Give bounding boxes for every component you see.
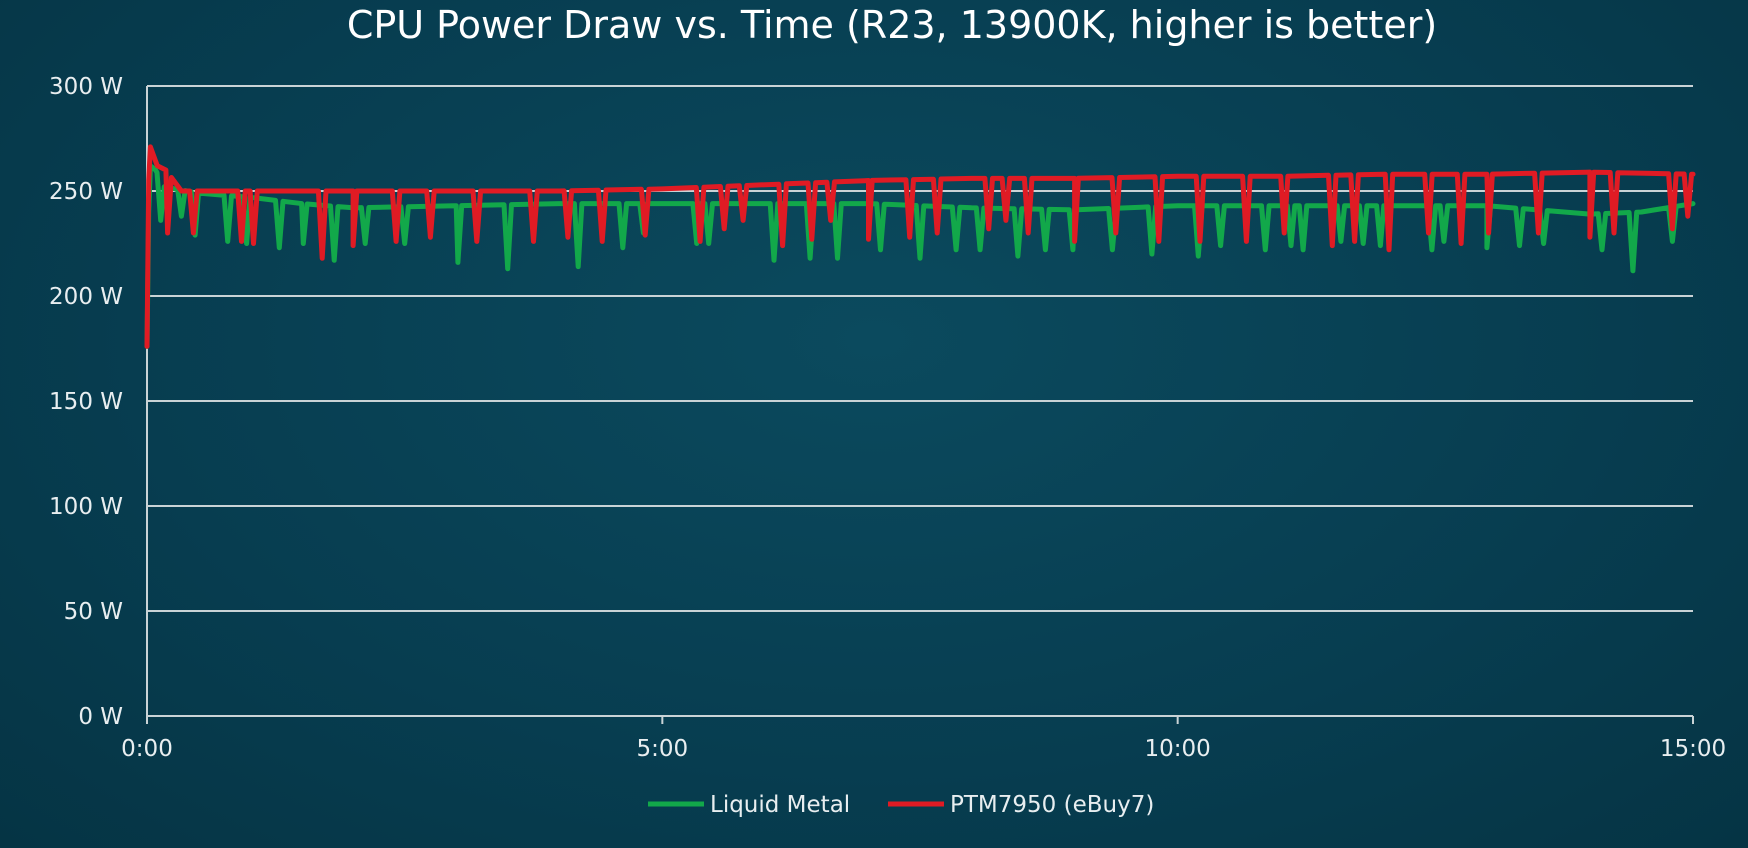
x-tick-label: 15:00 [1660, 736, 1726, 762]
x-tick-label: 10:00 [1145, 736, 1211, 762]
x-tick-label: 5:00 [637, 736, 689, 762]
y-tick-label: 250 W [49, 179, 123, 205]
legend-label: Liquid Metal [710, 792, 850, 818]
series-line-ptm7950 [144, 144, 1696, 349]
gridlines [147, 85, 1693, 612]
y-tick-label: 0 W [78, 704, 123, 730]
y-tick-label: 300 W [49, 74, 123, 100]
legend-label: PTM7950 (eBuy7) [950, 792, 1154, 818]
y-tick-label: 50 W [64, 599, 123, 625]
y-tick-label: 150 W [49, 389, 123, 415]
y-tick-label: 100 W [49, 494, 123, 520]
series-lines [144, 144, 1696, 349]
chart-title: CPU Power Draw vs. Time (R23, 13900K, hi… [347, 3, 1437, 47]
x-tick-label: 0:00 [121, 736, 173, 762]
series-line-liquid-metal [144, 163, 1696, 349]
axes: 0 W 50 W 100 W 150 W 200 W 250 W 300 W 0:00 5:00… [49, 74, 1726, 762]
y-tick-label: 200 W [49, 284, 123, 310]
legend: Liquid Metal PTM7950 (eBuy7) [648, 792, 1154, 818]
